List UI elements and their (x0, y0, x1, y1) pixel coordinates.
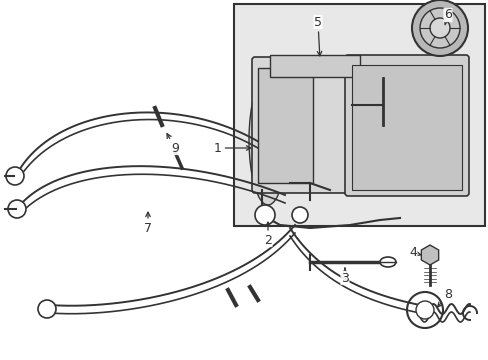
Circle shape (38, 300, 56, 318)
Bar (351, 65, 461, 190)
FancyBboxPatch shape (251, 57, 387, 193)
Ellipse shape (379, 257, 395, 267)
Circle shape (8, 200, 26, 218)
Text: 4: 4 (408, 247, 420, 260)
Circle shape (419, 8, 459, 48)
FancyBboxPatch shape (345, 55, 468, 196)
Text: 7: 7 (143, 212, 152, 234)
Ellipse shape (248, 75, 286, 205)
Text: 3: 3 (340, 268, 348, 284)
Text: 5: 5 (313, 15, 321, 56)
Text: 8: 8 (437, 288, 451, 307)
Bar (269, 55, 359, 77)
Text: 9: 9 (167, 134, 179, 154)
Circle shape (406, 292, 442, 328)
Circle shape (429, 18, 449, 38)
Circle shape (291, 207, 307, 223)
Text: 1: 1 (214, 141, 250, 154)
Circle shape (415, 301, 433, 319)
Bar (234, 4, 484, 226)
Circle shape (411, 0, 467, 56)
Text: 2: 2 (264, 222, 271, 247)
Text: 6: 6 (443, 9, 451, 25)
Bar (258, 68, 312, 183)
Circle shape (6, 167, 24, 185)
Circle shape (254, 205, 274, 225)
